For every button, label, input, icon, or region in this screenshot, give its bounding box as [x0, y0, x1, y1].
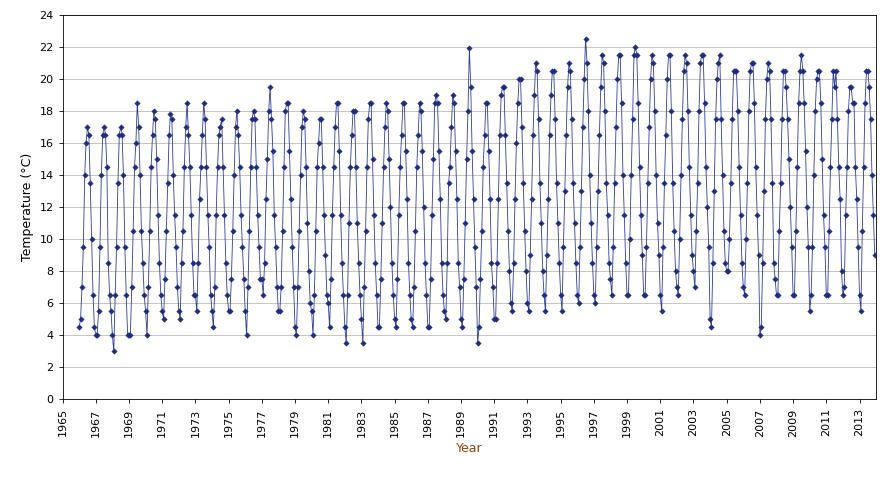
Y-axis label: Temperature (°C): Temperature (°C)	[21, 153, 34, 261]
X-axis label: Year: Year	[456, 442, 483, 455]
